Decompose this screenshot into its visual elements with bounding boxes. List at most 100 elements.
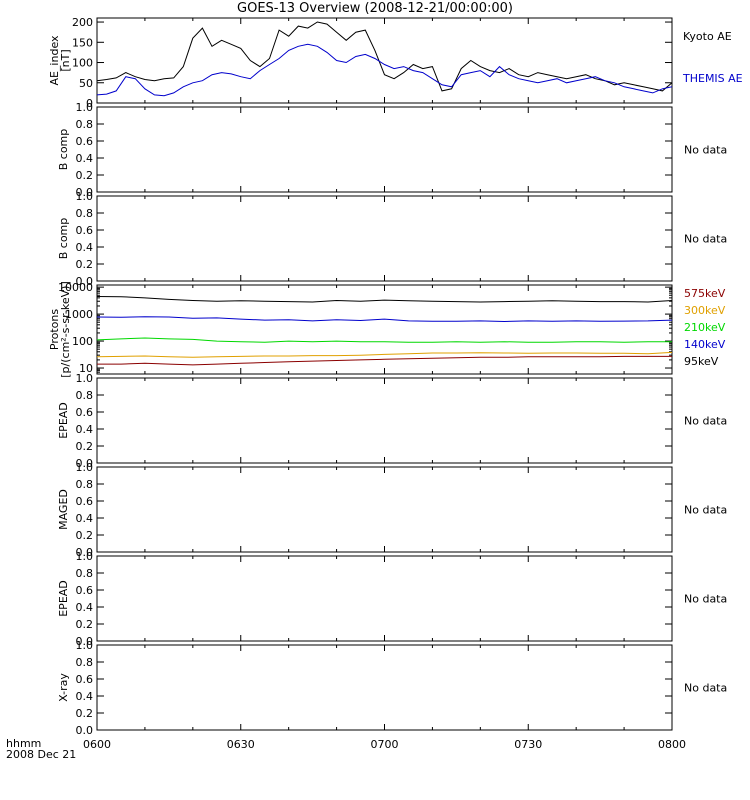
no-data-note: No data [684, 593, 727, 606]
y-tick-label: 0.4 [76, 601, 94, 614]
panel-4: 10 100 1000 10000 Protons[p/(cm²-s-sr-keV)] 5… [48, 281, 726, 378]
y-tick-label: 0.8 [76, 567, 94, 580]
y-tick-label: 0.4 [76, 152, 94, 165]
series-line-210kev [96, 337, 672, 343]
y-tick-label: 0.2 [76, 169, 94, 182]
y-axis-label: X-ray [57, 673, 70, 702]
footer-hhmm: hhmm [6, 737, 42, 750]
panel-7: 0.0 0.2 0.4 0.6 0.8 1.0 EPEAD No data [57, 550, 727, 648]
y-tick-label: 0 [86, 97, 93, 110]
y-tick-label: 1.0 [76, 101, 94, 114]
series-line-kyoto-ae [96, 21, 673, 92]
y-tick-label: 1.0 [76, 372, 94, 385]
panel-frame [96, 195, 673, 282]
y-tick-label: 0.6 [76, 584, 94, 597]
panel-frame [96, 17, 673, 104]
panel-5: 0.0 0.2 0.4 0.6 0.8 1.0 EPEAD No data [57, 372, 727, 470]
y-tick-label: 0.8 [76, 389, 94, 402]
y-tick-label: 0.8 [76, 207, 94, 220]
y-tick-label: 0.2 [76, 707, 94, 720]
x-tick-label: 0730 [514, 738, 542, 751]
y-tick-label: 0.0 [76, 275, 94, 288]
y-tick-label: 10 [79, 362, 93, 375]
panel-3: 0.0 0.2 0.4 0.6 0.8 1.0 B comp No data [57, 190, 727, 288]
y-tick-label: 0.8 [76, 478, 94, 491]
legend-95kev: 95keV [684, 355, 719, 368]
legend-140kev: 140keV [684, 338, 726, 351]
y-axis-label: B comp [57, 129, 70, 171]
y-tick-label: 0.2 [76, 258, 94, 271]
y-tick-label: 0.6 [76, 224, 94, 237]
series-line-themis-ae [96, 43, 673, 97]
y-tick-label: 1.0 [76, 190, 94, 203]
y-axis-label: [nT] [59, 49, 72, 71]
y-tick-label: 0.4 [76, 423, 94, 436]
y-tick-label: 0.6 [76, 673, 94, 686]
y-tick-label: 0.0 [76, 186, 94, 199]
y-tick-label: 150 [72, 36, 93, 49]
time-axis-footer: hhmm 2008 Dec 21 [6, 738, 76, 760]
y-tick-label: 1.0 [76, 639, 94, 652]
panel-frame [96, 377, 673, 464]
no-data-note: No data [684, 504, 727, 517]
y-tick-label: 0.0 [76, 635, 94, 648]
y-axis-label: Protons [48, 309, 61, 350]
y-tick-label: 100 [72, 335, 93, 348]
panel-frame [96, 466, 673, 553]
panel-6: 0.0 0.2 0.4 0.6 0.8 1.0 MAGED No data [57, 461, 727, 559]
y-tick-label: 50 [79, 77, 93, 90]
y-axis-label: EPEAD [57, 402, 70, 439]
legend-kyoto-ae: Kyoto AE [683, 30, 732, 43]
y-tick-label: 0.6 [76, 495, 94, 508]
y-tick-label: 0.2 [76, 440, 94, 453]
y-tick-label: 0.0 [76, 724, 94, 737]
y-tick-label: 200 [72, 16, 93, 29]
y-axis-label: MAGED [57, 489, 70, 530]
y-tick-label: 0.2 [76, 529, 94, 542]
y-tick-label: 10000 [58, 281, 93, 294]
y-axis-label: AE_index [48, 35, 61, 86]
no-data-note: No data [684, 415, 727, 428]
y-tick-label: 0.2 [76, 618, 94, 631]
x-tick-label: 0700 [371, 738, 399, 751]
panel-8: 0.0 0.2 0.4 0.6 0.8 1.0 0600 0630 0700 0730 0800 X-… [57, 639, 727, 751]
series-line-140kev [96, 316, 673, 323]
series-line-575kev [97, 355, 672, 366]
no-data-note: No data [684, 144, 727, 157]
x-tick-label: 0630 [227, 738, 255, 751]
panel-2: 0.0 0.2 0.4 0.6 0.8 1.0 B comp No data [57, 101, 727, 199]
y-tick-label: 0.4 [76, 512, 94, 525]
y-tick-label: 0.8 [76, 118, 94, 131]
y-tick-label: 0.8 [76, 656, 94, 669]
y-tick-label: 0.6 [76, 135, 94, 148]
y-tick-label: 0.0 [76, 546, 94, 559]
y-tick-label: 0.6 [76, 406, 94, 419]
footer-date: 2008 Dec 21 [6, 748, 77, 761]
page-title: GOES-13 Overview (2008-12-21/00:00:00) [237, 1, 513, 16]
x-tick-label: 0600 [83, 738, 111, 751]
y-tick-label: 0.0 [76, 457, 94, 470]
y-tick-label: 1.0 [76, 550, 94, 563]
no-data-note: No data [684, 682, 727, 695]
y-tick-label: 100 [72, 57, 93, 70]
y-axis-label: [p/(cm²-s-sr-keV)] [59, 281, 72, 378]
legend-575kev: 575keV [684, 287, 726, 300]
legend-300kev: 300keV [684, 304, 726, 317]
panel-1: 0 50 100 150 200 AE_index[nT] Kyoto AE THEMIS A… [48, 16, 743, 110]
panel-frame [96, 644, 673, 731]
y-tick-label: 1000 [65, 308, 93, 321]
y-axis-label: B comp [57, 218, 70, 260]
legend-themis-ae: THEMIS AE [682, 72, 743, 85]
y-axis-label: EPEAD [57, 580, 70, 617]
no-data-note: No data [684, 233, 727, 246]
legend-210kev: 210keV [684, 321, 726, 334]
panel-frame [96, 555, 673, 642]
series-line-300kev [96, 351, 673, 358]
x-tick-label: 0800 [658, 738, 686, 751]
y-tick-label: 0.4 [76, 690, 94, 703]
y-tick-label: 1.0 [76, 461, 94, 474]
y-tick-label: 0.4 [76, 241, 94, 254]
series-line-95kev [96, 296, 673, 303]
panel-frame [96, 106, 673, 193]
